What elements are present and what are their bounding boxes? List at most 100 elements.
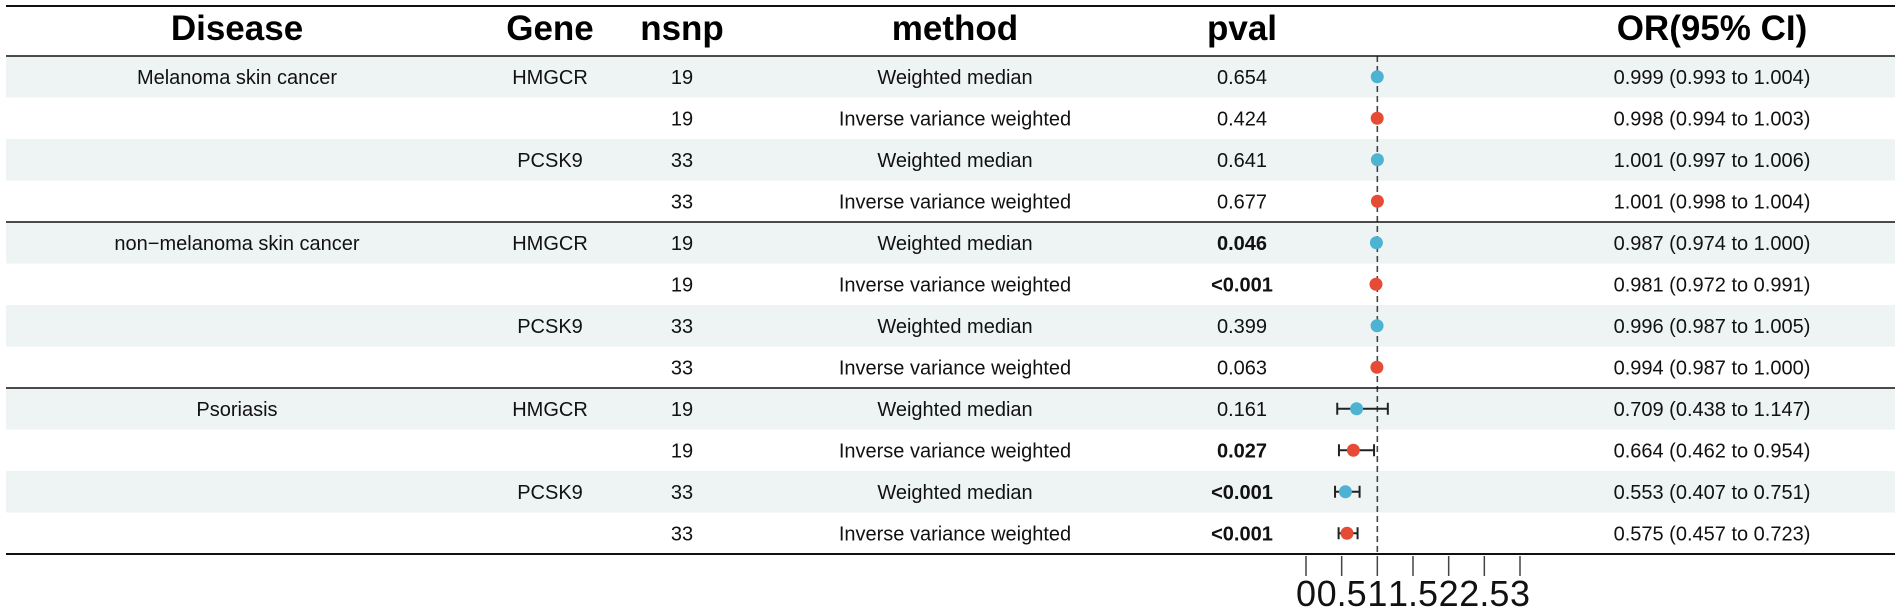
cell-or-ci: 0.994 (0.987 to 1.000) <box>1614 357 1811 379</box>
row-shading <box>6 305 1895 347</box>
cell-nsnp: 19 <box>671 399 693 421</box>
table-row: 19 Inverse variance weighted <0.001 0.981 (… <box>671 274 1811 296</box>
cell-method: Weighted median <box>877 482 1032 504</box>
cell-or-ci: 0.999 (0.993 to 1.004) <box>1614 67 1811 89</box>
or-point <box>1370 153 1384 167</box>
or-point <box>1346 443 1360 457</box>
cell-disease: non−melanoma skin cancer <box>114 233 359 255</box>
cell-pval: 0.677 <box>1217 191 1267 213</box>
cell-gene: HMGCR <box>512 233 588 255</box>
or-point <box>1369 236 1383 250</box>
header-or-ci: OR(95% CI) <box>1617 9 1808 48</box>
table-row: PCSK9 33 Weighted median <0.001 0.553 (0.407… <box>517 482 1810 504</box>
header-disease: Disease <box>171 9 303 48</box>
x-tick-label: 1 <box>1367 573 1387 611</box>
or-point <box>1370 360 1384 374</box>
cell-disease: Melanoma skin cancer <box>137 67 337 89</box>
cell-nsnp: 33 <box>671 316 693 338</box>
cell-gene: HMGCR <box>512 67 588 89</box>
cell-or-ci: 0.709 (0.438 to 1.147) <box>1614 399 1811 421</box>
x-tick-label: 2 <box>1439 573 1459 611</box>
header-pval: pval <box>1207 9 1277 48</box>
cell-method: Inverse variance weighted <box>839 357 1071 379</box>
cell-pval: 0.063 <box>1217 357 1267 379</box>
row-shading <box>6 471 1895 513</box>
row-shading <box>6 222 1895 264</box>
cell-method: Weighted median <box>877 67 1032 89</box>
table-row: 33 Inverse variance weighted 0.063 0.994 (0… <box>671 357 1811 379</box>
cell-gene: HMGCR <box>512 399 588 421</box>
cell-method: Inverse variance weighted <box>839 440 1071 462</box>
cell-nsnp: 33 <box>671 482 693 504</box>
row-shading-layer <box>6 56 1895 513</box>
or-point <box>1370 70 1384 84</box>
cell-nsnp: 33 <box>671 150 693 172</box>
cell-pval: 0.641 <box>1217 150 1267 172</box>
or-point <box>1340 526 1354 540</box>
cell-method: Inverse variance weighted <box>839 191 1071 213</box>
x-tick-label: 0 <box>1296 573 1316 611</box>
cell-nsnp: 33 <box>671 191 693 213</box>
cell-method: Inverse variance weighted <box>839 523 1071 545</box>
cell-pval: 0.424 <box>1217 108 1267 130</box>
cell-or-ci: 0.996 (0.987 to 1.005) <box>1614 316 1811 338</box>
row-shading <box>6 139 1895 181</box>
cell-gene: PCSK9 <box>517 150 583 172</box>
table-row: Melanoma skin cancer HMGCR 19 Weighted medi… <box>137 67 1810 89</box>
table-body: Melanoma skin cancer HMGCR 19 Weighted medi… <box>114 67 1810 546</box>
cell-nsnp: 19 <box>671 67 693 89</box>
cell-or-ci: 1.001 (0.997 to 1.006) <box>1614 150 1811 172</box>
cell-pval: <0.001 <box>1211 274 1273 296</box>
cell-method: Weighted median <box>877 233 1032 255</box>
cell-or-ci: 0.553 (0.407 to 0.751) <box>1614 482 1811 504</box>
header-nsnp: nsnp <box>640 9 724 48</box>
cell-nsnp: 19 <box>671 108 693 130</box>
or-point <box>1370 194 1384 208</box>
x-axis: 0 0.5 1 1.5 2 2.5 3 <box>6 5 1895 611</box>
cell-nsnp: 19 <box>671 274 693 296</box>
or-point <box>1369 277 1383 291</box>
cell-or-ci: 0.575 (0.457 to 0.723) <box>1614 523 1811 545</box>
header-gene: Gene <box>506 9 594 48</box>
cell-nsnp: 19 <box>671 233 693 255</box>
table-row: 19 Inverse variance weighted 0.424 0.998 (0… <box>671 108 1811 130</box>
cell-nsnp: 19 <box>671 440 693 462</box>
cell-or-ci: 0.664 (0.462 to 0.954) <box>1614 440 1811 462</box>
cell-method: Weighted median <box>877 316 1032 338</box>
cell-gene: PCSK9 <box>517 316 583 338</box>
cell-or-ci: 0.987 (0.974 to 1.000) <box>1614 233 1811 255</box>
cell-pval: 0.161 <box>1217 399 1267 421</box>
cell-nsnp: 33 <box>671 523 693 545</box>
row-shading <box>6 388 1895 430</box>
cell-gene: PCSK9 <box>517 482 583 504</box>
table-row: PCSK9 33 Weighted median 0.399 0.996 (0.987 … <box>517 316 1810 338</box>
cell-nsnp: 33 <box>671 357 693 379</box>
table-row: 33 Inverse variance weighted <0.001 0.575 (… <box>671 523 1811 545</box>
header-method: method <box>892 9 1018 48</box>
cell-method: Inverse variance weighted <box>839 108 1071 130</box>
row-shading <box>6 56 1895 98</box>
or-point <box>1350 402 1364 416</box>
forest-marks <box>1334 70 1389 540</box>
table-row: 33 Inverse variance weighted 0.677 1.001 (0… <box>671 191 1811 213</box>
table-row: non−melanoma skin cancer HMGCR 19 Weighted … <box>114 233 1810 255</box>
cell-method: Weighted median <box>877 399 1032 421</box>
cell-pval: 0.399 <box>1217 316 1267 338</box>
x-tick-label: 2.5 <box>1459 573 1509 611</box>
x-tick-label: 0.5 <box>1317 573 1367 611</box>
header-row: Disease Gene nsnp method pval OR(95% CI) <box>171 9 1807 48</box>
table-row: 19 Inverse variance weighted 0.027 0.664 (0… <box>671 440 1811 462</box>
cell-or-ci: 1.001 (0.998 to 1.004) <box>1614 191 1811 213</box>
cell-method: Inverse variance weighted <box>839 274 1071 296</box>
cell-or-ci: 0.981 (0.972 to 0.991) <box>1614 274 1811 296</box>
cell-pval: <0.001 <box>1211 523 1273 545</box>
table-row: PCSK9 33 Weighted median 0.641 1.001 (0.997 … <box>517 150 1810 172</box>
cell-disease: Psoriasis <box>196 399 277 421</box>
x-tick-label: 1.5 <box>1388 573 1438 611</box>
cell-or-ci: 0.998 (0.994 to 1.003) <box>1614 108 1811 130</box>
cell-method: Weighted median <box>877 150 1032 172</box>
cell-pval: 0.046 <box>1217 233 1267 255</box>
cell-pval: 0.654 <box>1217 67 1267 89</box>
cell-pval: 0.027 <box>1217 440 1267 462</box>
